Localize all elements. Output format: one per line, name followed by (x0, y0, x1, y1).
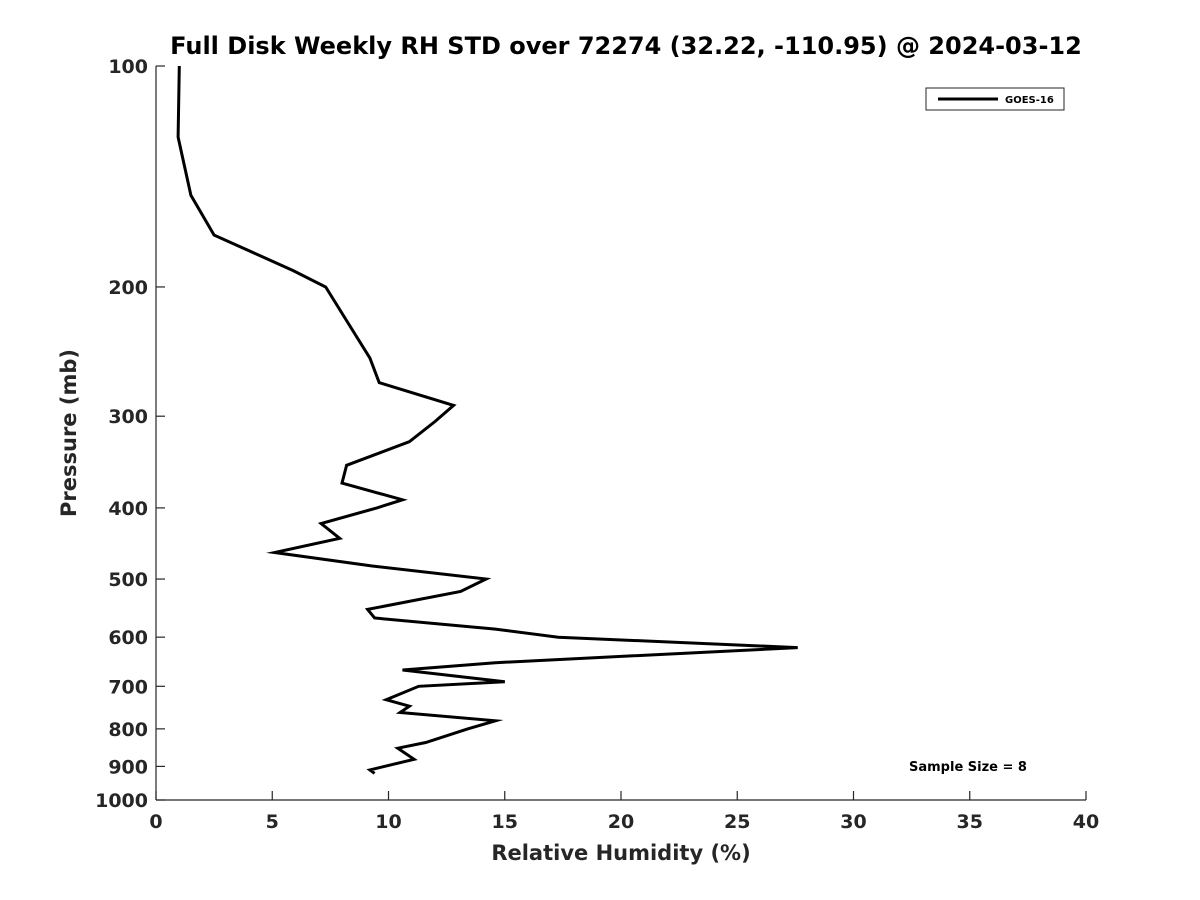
y-tick-label: 1000 (95, 790, 148, 812)
legend-label-goes-16: GOES-16 (1005, 95, 1054, 106)
y-axis-ticks: 100 200 300 400 500 600 700 800 900 1000 (95, 56, 165, 812)
x-tick-label: 5 (266, 811, 279, 833)
y-tick-label: 900 (108, 756, 148, 778)
y-tick-label: 800 (108, 719, 148, 741)
y-tick-label: 200 (108, 277, 148, 299)
x-axis-ticks: 0 5 10 15 20 25 30 35 40 (149, 791, 1099, 833)
x-tick-label: 15 (492, 811, 518, 833)
x-tick-label: 10 (375, 811, 401, 833)
x-tick-label: 40 (1073, 811, 1099, 833)
x-tick-label: 0 (149, 811, 162, 833)
x-tick-label: 20 (608, 811, 634, 833)
series-line-goes-16 (176, 65, 798, 775)
sample-size-annotation: Sample Size = 8 (909, 760, 1027, 775)
series-layer (176, 65, 798, 775)
y-axis-label: Pressure (mb) (57, 349, 81, 517)
y-tick-label: 300 (108, 406, 148, 428)
x-tick-label: 25 (724, 811, 750, 833)
x-tick-label: 30 (840, 811, 866, 833)
chart-title: Full Disk Weekly RH STD over 72274 (32.2… (170, 32, 1082, 60)
y-tick-label: 600 (108, 627, 148, 649)
y-tick-label: 400 (108, 498, 148, 520)
y-tick-label: 500 (108, 569, 148, 591)
y-tick-label: 100 (108, 56, 148, 78)
x-tick-label: 35 (957, 811, 983, 833)
y-tick-label: 700 (108, 676, 148, 698)
x-axis-label: Relative Humidity (%) (491, 841, 750, 865)
legend: GOES-16 (925, 87, 1065, 111)
